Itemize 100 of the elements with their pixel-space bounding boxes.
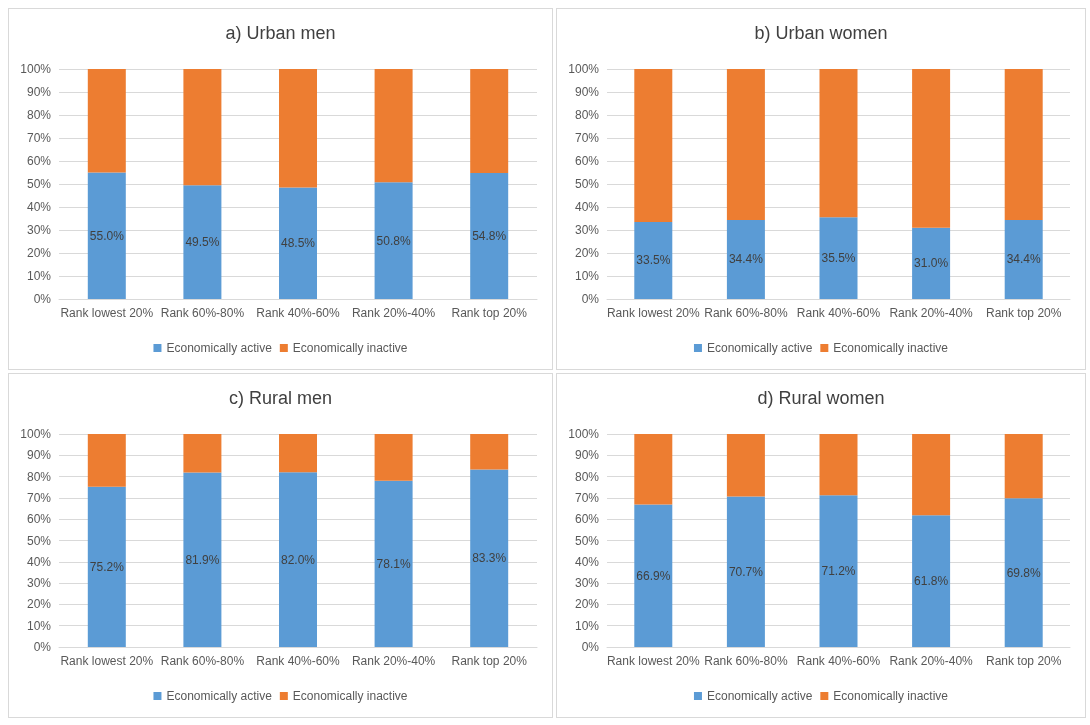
x-tick-label: Rank 40%-60%: [796, 306, 881, 320]
y-tick-label: 10%: [574, 618, 600, 633]
bar: [634, 221, 673, 299]
data-label: 35.5%: [821, 251, 856, 266]
y-tick-label: 70%: [26, 131, 52, 145]
x-tick-label: Rank 20%-40%: [351, 654, 436, 668]
bar: [726, 496, 765, 647]
y-tick-label: 40%: [26, 554, 52, 569]
y-tick-label: 70%: [26, 490, 52, 505]
bar: [912, 69, 951, 228]
bar: [279, 434, 317, 473]
data-label: 61.8%: [914, 574, 949, 589]
bar: [374, 480, 413, 647]
y-tick-label: 10%: [574, 269, 600, 283]
chart-title: a) Urban men: [225, 23, 336, 43]
y-tick-label: 90%: [574, 85, 600, 99]
bar: [374, 69, 413, 183]
y-tick-label: 50%: [26, 533, 52, 548]
x-tick-label: Rank top 20%: [986, 654, 1062, 668]
y-tick-label: 90%: [26, 448, 52, 463]
y-tick-label: 30%: [574, 223, 600, 237]
data-label: 54.8%: [472, 228, 507, 243]
bar: [819, 495, 858, 647]
data-label: 50.8%: [376, 233, 411, 248]
bar: [183, 69, 222, 186]
y-tick-label: 10%: [26, 618, 52, 633]
bar: [634, 434, 673, 505]
y-tick-label: 0%: [33, 640, 52, 654]
y-tick-label: 40%: [574, 554, 600, 569]
data-label: 55.0%: [89, 228, 125, 243]
data-label: 66.9%: [636, 568, 671, 583]
bar: [819, 217, 858, 299]
y-tick-label: 100%: [20, 62, 52, 76]
y-tick-label: 20%: [574, 597, 600, 612]
data-label: 82.0%: [280, 552, 316, 567]
x-tick-label: Rank top 20%: [986, 306, 1062, 320]
y-tick-label: 0%: [581, 640, 600, 654]
bar: [87, 434, 126, 487]
bar: [183, 472, 222, 647]
y-tick-label: 30%: [26, 223, 52, 237]
y-tick-label: 20%: [574, 246, 600, 260]
y-tick-label: 80%: [26, 108, 52, 122]
chart-title: c) Rural men: [228, 388, 333, 408]
bar: [912, 515, 951, 647]
bar: [470, 172, 509, 299]
y-tick-label: 20%: [26, 597, 52, 612]
bar: [279, 187, 317, 299]
y-tick-label: 50%: [574, 177, 600, 191]
bar: [374, 182, 413, 299]
data-label: 69.8%: [1006, 565, 1042, 580]
data-label: 49.5%: [185, 235, 220, 250]
y-tick-label: 70%: [574, 490, 600, 505]
x-tick-label: Rank lowest 20%: [60, 654, 154, 668]
bar: [470, 434, 509, 470]
bar: [726, 69, 765, 220]
bar: [634, 504, 673, 647]
data-label: 33.5%: [636, 253, 671, 268]
legend-label: Economically inactive: [833, 341, 949, 355]
legend-label: Economically inactive: [292, 689, 408, 703]
data-label: 78.1%: [376, 556, 411, 571]
x-tick-label: Rank 60%-80%: [160, 654, 245, 668]
bar: [819, 69, 858, 218]
legend-label: Economically inactive: [833, 689, 949, 703]
data-label: 81.9%: [185, 552, 220, 567]
y-tick-label: 80%: [574, 469, 600, 484]
bar: [374, 434, 413, 481]
data-label: 31.0%: [914, 256, 949, 271]
bar: [470, 469, 509, 647]
bar: [87, 172, 126, 299]
legend-label: Economically active: [166, 689, 273, 703]
data-label: 48.5%: [280, 236, 316, 251]
x-tick-label: Rank lowest 20%: [606, 654, 700, 668]
y-tick-label: 90%: [574, 448, 600, 463]
x-tick-label: Rank 40%-60%: [256, 306, 341, 320]
bar: [634, 69, 673, 222]
bar: [1004, 69, 1043, 220]
x-tick-label: Rank 60%-80%: [704, 306, 788, 320]
y-tick-label: 60%: [26, 154, 52, 168]
chart-title: b) Urban women: [754, 23, 888, 43]
data-label: 71.2%: [821, 564, 856, 579]
bar: [87, 69, 126, 173]
bar: [87, 486, 126, 647]
y-tick-label: 80%: [574, 108, 600, 122]
x-tick-label: Rank top 20%: [451, 306, 528, 320]
data-label: 34.4%: [1006, 252, 1042, 267]
legend-label: Economically active: [706, 341, 813, 355]
y-tick-label: 90%: [26, 85, 52, 99]
legend-label: Economically active: [706, 689, 813, 703]
bar: [183, 185, 222, 299]
y-tick-label: 20%: [26, 246, 52, 260]
y-tick-label: 80%: [26, 469, 52, 484]
chart-title: d) Rural women: [757, 388, 885, 408]
x-tick-label: Rank lowest 20%: [60, 306, 154, 320]
x-tick-label: Rank lowest 20%: [606, 306, 700, 320]
y-tick-label: 60%: [574, 154, 600, 168]
y-tick-label: 10%: [26, 269, 52, 283]
y-tick-label: 100%: [20, 427, 52, 441]
y-tick-label: 0%: [581, 292, 600, 306]
x-tick-label: Rank 40%-60%: [796, 654, 881, 668]
bar: [912, 227, 951, 299]
